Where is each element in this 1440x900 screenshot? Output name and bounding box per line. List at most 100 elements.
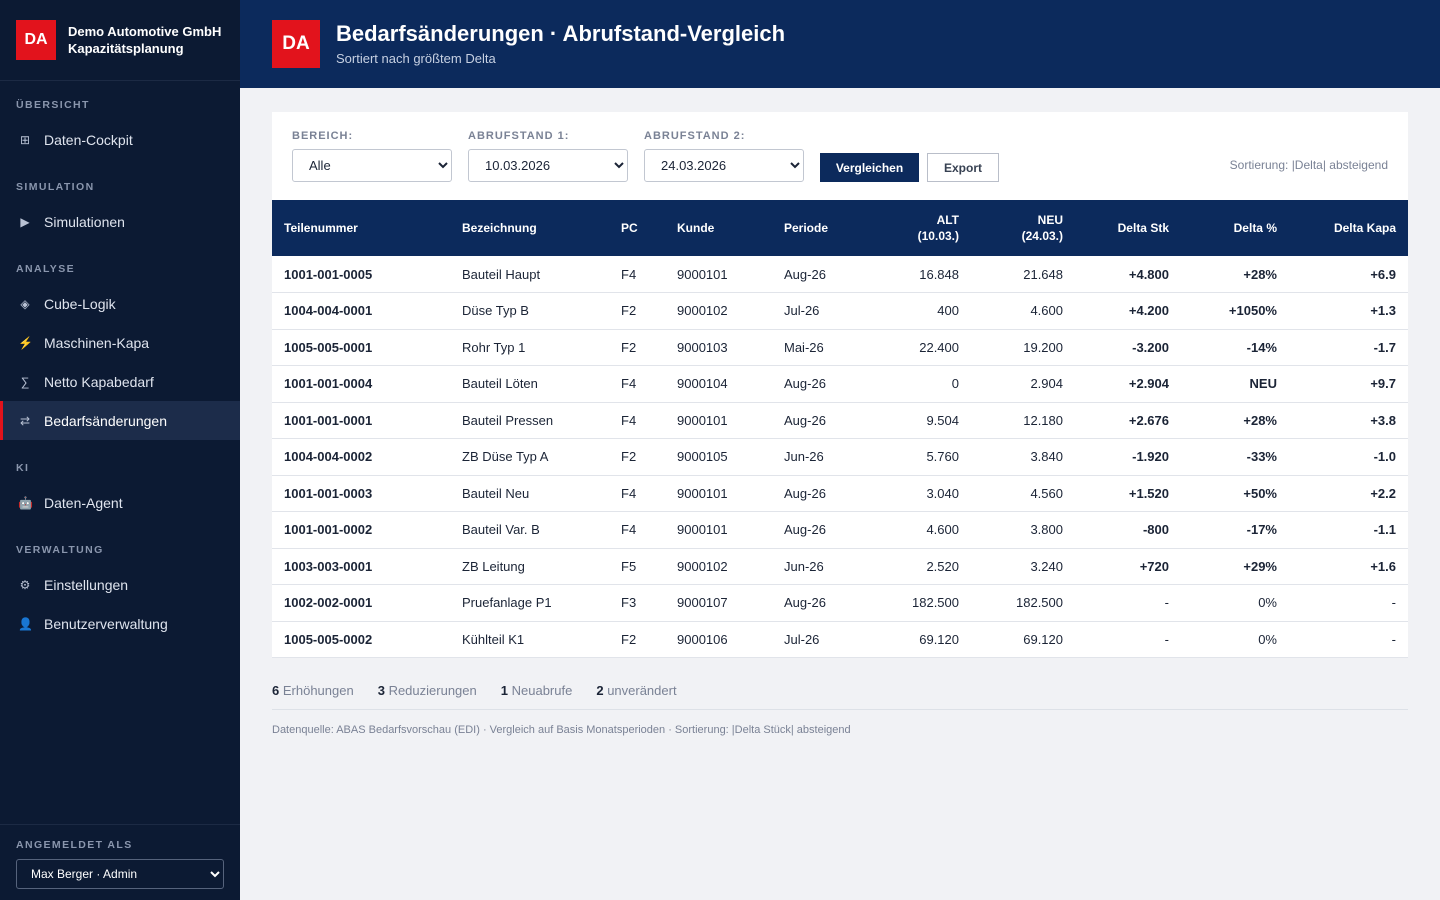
cell-neu: 3.800 <box>1030 522 1063 538</box>
table-row[interactable]: 1001-001-0005 Bauteil Haupt F4 9000101 Aug-2… <box>272 256 1408 293</box>
page-title: Bedarfsänderungen · Abrufstand-Vergleich <box>336 21 786 46</box>
cell-delta-kapa: -1.1 <box>1373 522 1396 538</box>
cell-neu: 3.240 <box>1030 558 1063 574</box>
cell-kunde: 9000101 <box>677 485 728 501</box>
cell-periode: Jun-26 <box>784 558 824 574</box>
cell-teilenummer: 1005-005-0002 <box>284 631 373 647</box>
nav-item-cube-logik[interactable]: ◈ Cube-Logik <box>0 284 240 323</box>
cell-bezeichnung: Rohr Typ 1 <box>462 339 526 355</box>
nav-item-einstellungen[interactable]: ⚙ Einstellungen <box>0 565 240 604</box>
nav-item-label: Benutzerverwaltung <box>44 615 168 632</box>
cell-periode: Aug-26 <box>784 266 826 282</box>
abrufstand2-select[interactable]: 24.03.2026 <box>644 149 804 182</box>
cell-periode: Jul-26 <box>784 303 820 319</box>
cell-periode: Mai-26 <box>784 339 824 355</box>
cell-alt: 182.500 <box>912 595 959 611</box>
cell-neu: 182.500 <box>1016 595 1063 611</box>
table-row[interactable]: 1002-002-0001 Pruefanlage P1 F3 9000107 Aug-… <box>272 585 1408 621</box>
table-row[interactable]: 1004-004-0001 Düse Typ B F2 9000102 Jul-26 40… <box>272 293 1408 329</box>
table-row[interactable]: 1003-003-0001 ZB Leitung F5 9000102 Jun-26 2.… <box>272 548 1408 585</box>
export-button[interactable]: Export <box>927 153 999 182</box>
col-header-kunde[interactable]: Kunde <box>677 221 715 235</box>
abrufstand1-label: ABRUFSTAND 1: <box>468 130 570 142</box>
cell-alt: 0 <box>951 376 959 392</box>
col-header-teilenummer[interactable]: Teilenummer <box>284 221 358 235</box>
summary-count: 3 <box>377 683 385 698</box>
page-header: DA Bedarfsänderungen · Abrufstand-Vergle… <box>240 0 1440 88</box>
cell-alt: 2.520 <box>926 558 959 574</box>
col-header-bezeichnung[interactable]: Bezeichnung <box>462 221 537 235</box>
col-header-neu-date: (24.03.) <box>1021 229 1063 243</box>
brand: DA Demo Automotive GmbH Kapazitätsplanun… <box>0 0 240 81</box>
col-header-delta-kapa[interactable]: Delta Kapa <box>1333 221 1396 235</box>
cell-periode: Aug-26 <box>784 595 826 611</box>
table-row[interactable]: 1001-001-0004 Bauteil Löten F4 9000104 Aug-2… <box>272 366 1408 402</box>
cell-delta-pct: 0% <box>1258 595 1277 611</box>
user-icon: 👤 <box>18 616 33 631</box>
summary-label: Erhöhungen <box>282 683 354 698</box>
cell-kunde: 9000102 <box>677 303 728 319</box>
cell-teilenummer: 1004-004-0002 <box>284 449 373 465</box>
cell-delta-pct: +29% <box>1243 558 1277 574</box>
summary-new-calls: 1 Neuabrufe <box>501 683 573 698</box>
table-row[interactable]: 1004-004-0002 ZB Düse Typ A F2 9000105 Jun-2… <box>272 439 1408 475</box>
cell-teilenummer: 1005-005-0001 <box>284 339 373 355</box>
cell-neu: 69.120 <box>1023 631 1063 647</box>
nav-item-daten-agent[interactable]: 🤖 Daten-Agent <box>0 483 240 522</box>
cell-teilenummer: 1001-001-0004 <box>284 376 373 392</box>
summary-reductions: 3 Reduzierungen <box>378 683 477 698</box>
cell-delta-stk: +2.676 <box>1128 412 1169 428</box>
table-row[interactable]: 1001-001-0003 Bauteil Neu F4 9000101 Aug-26 3… <box>272 475 1408 512</box>
cell-pc: F4 <box>621 485 637 501</box>
cell-alt: 16.848 <box>919 266 959 282</box>
nav-item-simulationen[interactable]: ▶ Simulationen <box>0 202 240 241</box>
table-row[interactable]: 1001-001-0001 Bauteil Pressen F4 9000101 Aug… <box>272 402 1408 439</box>
cell-pc: F4 <box>621 266 637 282</box>
col-header-neu[interactable]: NEU (24.03.) <box>971 200 1075 256</box>
col-header-delta-pct[interactable]: Delta % <box>1233 221 1277 235</box>
compare-button[interactable]: Vergleichen <box>820 153 919 182</box>
table-row[interactable]: 1001-001-0002 Bauteil Var. B F4 9000101 Aug-… <box>272 512 1408 548</box>
nav-section-ai: KI <box>16 462 30 474</box>
table-row[interactable]: 1005-005-0001 Rohr Typ 1 F2 9000103 Mai-26 22… <box>272 329 1408 366</box>
nav-item-benutzerverwaltung[interactable]: 👤 Benutzerverwaltung <box>0 604 240 643</box>
cell-delta-stk: +2.904 <box>1128 376 1169 392</box>
cell-delta-stk: - <box>1164 631 1169 647</box>
cell-pc: F3 <box>621 595 637 611</box>
nav-item-netto-kapabedarf[interactable]: ∑ Netto Kapabedarf <box>0 362 240 401</box>
cell-alt: 3.040 <box>926 485 959 501</box>
sort-note: Sortierung: |Delta| absteigend <box>1229 158 1388 172</box>
cell-delta-pct: +1050% <box>1228 303 1277 319</box>
nav-item-bedarfsaenderungen[interactable]: ⇄ Bedarfsänderungen <box>0 401 240 440</box>
cell-alt: 4.600 <box>926 522 959 538</box>
cell-neu: 12.180 <box>1023 412 1063 428</box>
cell-kunde: 9000106 <box>677 631 728 647</box>
table-row[interactable]: 1005-005-0002 Kühlteil K1 F2 9000106 Jul-26 6… <box>272 621 1408 658</box>
cell-teilenummer: 1002-002-0001 <box>284 595 373 611</box>
cell-delta-stk: - <box>1164 595 1169 611</box>
user-select[interactable]: Max Berger · Admin <box>16 859 224 889</box>
bereich-select[interactable]: Alle <box>292 149 452 182</box>
page-subtitle: Sortiert nach größtem Delta <box>336 51 496 66</box>
cell-delta-kapa: +6.9 <box>1370 266 1396 282</box>
nav-item-label: Simulationen <box>44 213 125 230</box>
summary-unchanged: 2 unverändert <box>596 683 676 698</box>
cell-bezeichnung: ZB Düse Typ A <box>462 449 549 465</box>
company-logo: DA <box>16 20 56 60</box>
nav-item-label: Cube-Logik <box>44 295 116 312</box>
col-header-delta-stk[interactable]: Delta Stk <box>1117 221 1169 235</box>
cell-pc: F4 <box>621 376 637 392</box>
cell-alt: 5.760 <box>926 449 959 465</box>
cell-neu: 2.904 <box>1030 376 1063 392</box>
col-header-periode[interactable]: Periode <box>784 221 829 235</box>
col-header-pc[interactable]: PC <box>621 221 638 235</box>
cell-teilenummer: 1003-003-0001 <box>284 558 373 574</box>
col-header-alt[interactable]: ALT (10.03.) <box>859 200 971 256</box>
cell-kunde: 9000103 <box>677 339 728 355</box>
cell-kunde: 9000101 <box>677 522 728 538</box>
user-area: ANGEMELDET ALS Max Berger · Admin <box>0 824 240 900</box>
cell-kunde: 9000104 <box>677 376 728 392</box>
abrufstand1-select[interactable]: 10.03.2026 <box>468 149 628 182</box>
nav-item-maschinen-kapa[interactable]: ⚡ Maschinen-Kapa <box>0 323 240 362</box>
nav-item-daten-cockpit[interactable]: ⊞ Daten-Cockpit <box>0 120 240 159</box>
